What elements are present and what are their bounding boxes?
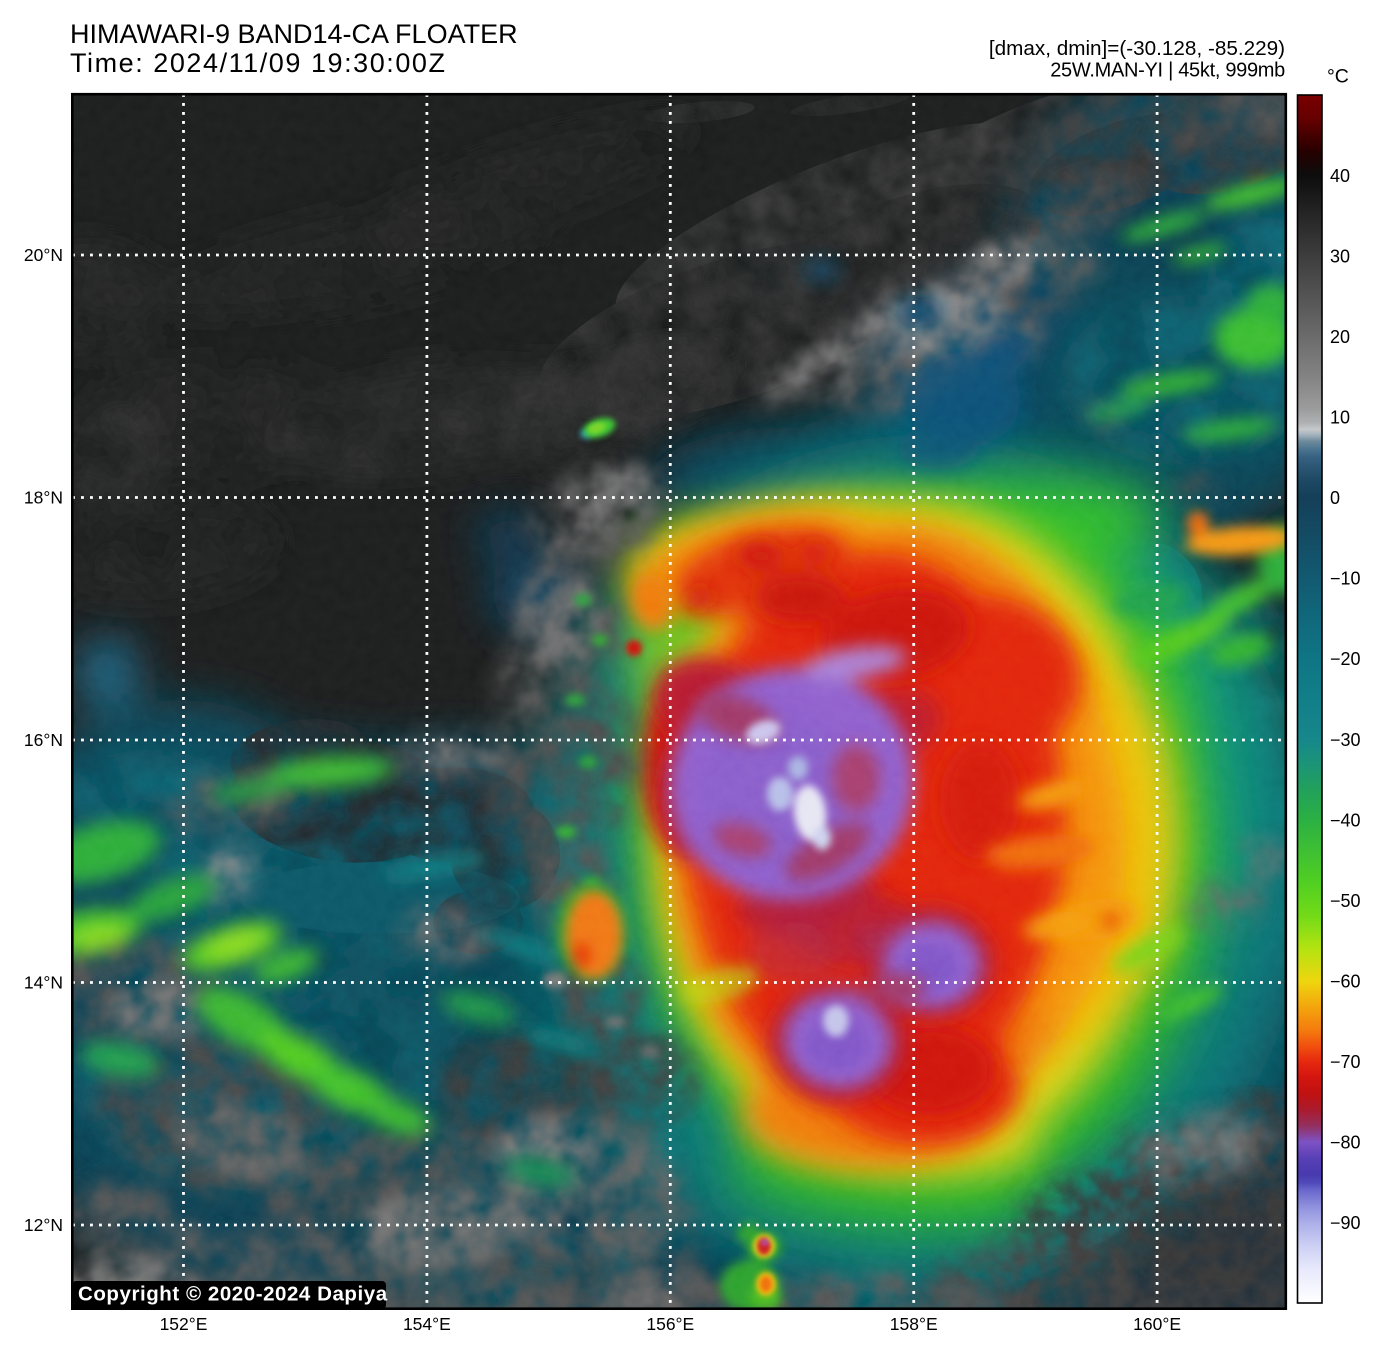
- svg-text:HIMAWARI-9 BAND14-CA FLOATER: HIMAWARI-9 BAND14-CA FLOATER: [70, 19, 518, 49]
- svg-text:10: 10: [1330, 408, 1350, 428]
- svg-text:−80: −80: [1330, 1132, 1361, 1152]
- svg-text:158°E: 158°E: [890, 1314, 938, 1334]
- svg-text:154°E: 154°E: [403, 1314, 451, 1334]
- svg-text:−70: −70: [1330, 1052, 1361, 1072]
- svg-text:−20: −20: [1330, 649, 1361, 669]
- svg-text:[dmax, dmin]=(-30.128, -85.229: [dmax, dmin]=(-30.128, -85.229): [989, 37, 1285, 60]
- svg-text:Time: 2024/11/09 19:30:00Z: Time: 2024/11/09 19:30:00Z: [70, 48, 447, 78]
- svg-text:−50: −50: [1330, 891, 1361, 911]
- svg-text:30: 30: [1330, 247, 1350, 267]
- svg-text:20°N: 20°N: [24, 245, 63, 265]
- svg-text:−90: −90: [1330, 1213, 1361, 1233]
- svg-text:156°E: 156°E: [646, 1314, 694, 1334]
- svg-text:Copyright © 2020-2024 Dapiya: Copyright © 2020-2024 Dapiya: [78, 1283, 388, 1306]
- svg-text:−60: −60: [1330, 971, 1361, 991]
- svg-text:0: 0: [1330, 488, 1340, 508]
- svg-text:20: 20: [1330, 327, 1350, 347]
- svg-text:14°N: 14°N: [24, 973, 63, 993]
- svg-text:16°N: 16°N: [24, 730, 63, 750]
- svg-text:18°N: 18°N: [24, 488, 63, 508]
- svg-text:−10: −10: [1330, 569, 1361, 589]
- svg-text:40: 40: [1330, 166, 1350, 186]
- svg-text:160°E: 160°E: [1133, 1314, 1181, 1334]
- svg-text:12°N: 12°N: [24, 1215, 63, 1235]
- svg-text:152°E: 152°E: [160, 1314, 208, 1334]
- svg-text:−30: −30: [1330, 730, 1361, 750]
- svg-text:−40: −40: [1330, 810, 1361, 830]
- svg-text:25W.MAN-YI | 45kt, 999mb: 25W.MAN-YI | 45kt, 999mb: [1050, 60, 1285, 82]
- svg-text:°C: °C: [1327, 66, 1349, 88]
